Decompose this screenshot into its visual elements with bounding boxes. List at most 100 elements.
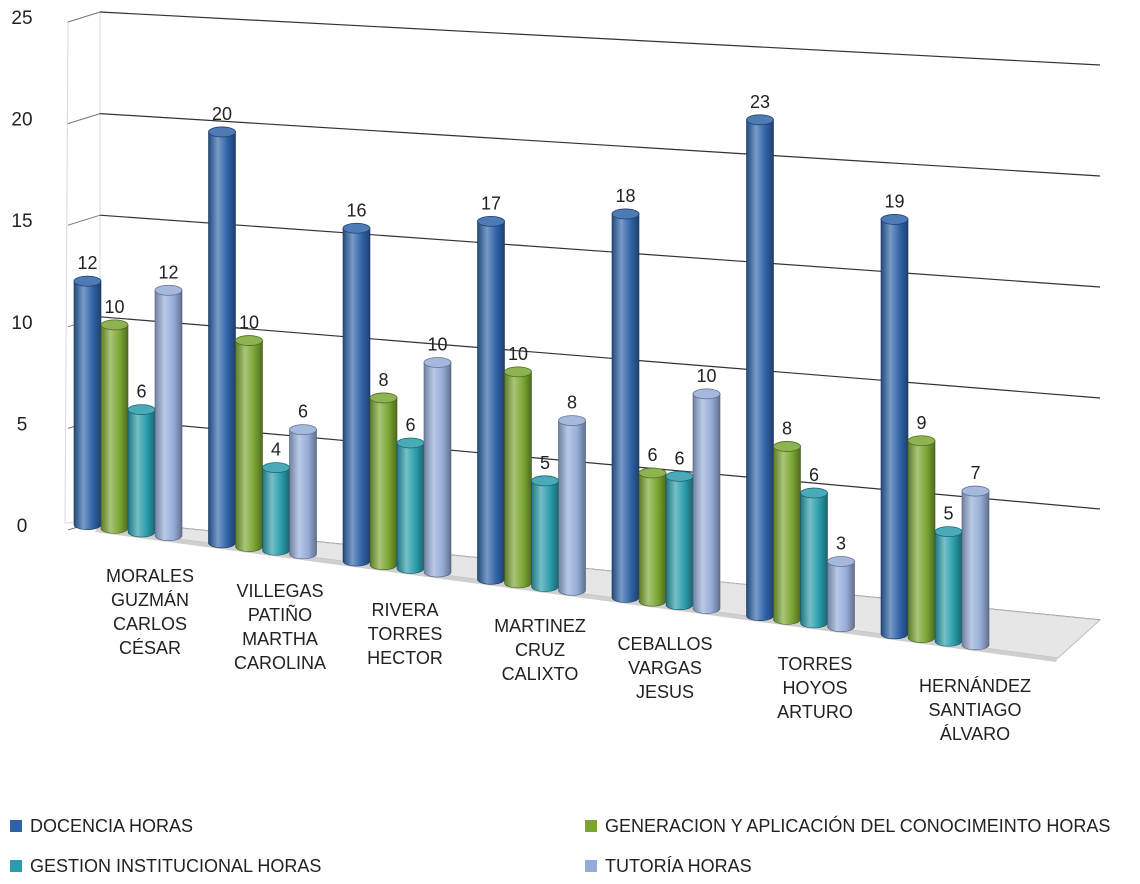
data-label: 10 — [696, 366, 716, 386]
bar-body — [827, 561, 855, 632]
bar — [289, 424, 317, 560]
bar-cap — [100, 319, 129, 331]
bar — [73, 275, 102, 531]
bar-body — [665, 476, 694, 611]
bar-body — [289, 429, 317, 560]
bar — [423, 357, 452, 578]
legend-swatch-docencia — [10, 820, 22, 832]
gridline-25 — [99, 11, 1101, 66]
bar — [880, 214, 909, 640]
bar — [531, 475, 559, 592]
bar-body — [100, 324, 129, 534]
bar — [396, 437, 425, 574]
bar-cap — [692, 388, 721, 400]
bar-cap — [800, 487, 828, 499]
bar — [692, 388, 721, 614]
category-label: RIVERA TORRES HECTOR — [367, 600, 443, 668]
legend: DOCENCIA HORAS GENERACION Y APLICACIÓN D… — [0, 808, 1140, 884]
bar-body — [531, 480, 559, 592]
bar-cap — [827, 556, 855, 567]
bar-body — [934, 531, 963, 647]
bar — [154, 284, 183, 541]
bar-cap — [531, 475, 559, 487]
legend-swatch-tutoria — [585, 860, 597, 872]
gridline-15 — [99, 214, 1101, 288]
bar — [127, 404, 156, 538]
data-label: 7 — [970, 463, 980, 483]
gridline-20 — [99, 113, 1101, 177]
data-label: 3 — [836, 534, 846, 554]
bar-cap — [665, 470, 694, 482]
bar — [235, 335, 263, 552]
bar-cap — [423, 357, 452, 368]
data-label: 4 — [271, 440, 281, 460]
bar-cap — [773, 441, 801, 452]
legend-item-gestion: GESTION INSTITUCIONAL HORAS — [10, 854, 321, 878]
category-label: MARTINEZ CRUZ CALIXTO — [494, 616, 586, 684]
bar — [934, 526, 963, 647]
data-label: 8 — [378, 370, 388, 390]
bar — [262, 462, 290, 556]
bar-body — [369, 397, 398, 571]
category-label: CEBALLOS VARGAS JESUS — [617, 634, 712, 702]
legend-swatch-gestion — [10, 860, 22, 872]
data-label: 9 — [916, 413, 926, 433]
bar — [504, 366, 532, 589]
bar-body — [154, 289, 183, 541]
category-label: HERNÁNDEZ SANTIAGO ÁLVARO — [919, 676, 1031, 744]
bar — [477, 215, 505, 585]
bar-cap — [262, 462, 290, 474]
bar-body — [73, 280, 102, 531]
category-label: TORRES HOYOS ARTURO — [777, 654, 853, 722]
bar — [369, 392, 398, 571]
y-tick-label: 10 — [11, 313, 32, 334]
data-label: 6 — [298, 402, 308, 422]
bar-cap — [127, 404, 156, 416]
category-label: MORALES GUZMÁN CARLOS CÉSAR — [106, 566, 194, 658]
bar-body — [907, 440, 936, 643]
bar-body — [396, 442, 425, 574]
bar-body — [800, 492, 828, 629]
bar-body — [773, 446, 801, 625]
legend-item-tutoria: TUTORÍA HORAS — [585, 854, 752, 878]
data-label: 10 — [508, 344, 528, 364]
bar-cap — [961, 485, 990, 497]
bar-cap — [235, 335, 263, 346]
data-label: 6 — [405, 415, 415, 435]
bar-cap — [504, 366, 532, 378]
bar-cap — [396, 437, 425, 449]
data-label: 6 — [136, 382, 146, 402]
bar-cap — [208, 126, 236, 138]
bar-body — [638, 472, 667, 607]
bar-cap — [73, 275, 102, 287]
bar-body — [262, 467, 290, 556]
bar-body — [208, 131, 236, 549]
data-label: 5 — [943, 504, 953, 524]
data-label: 18 — [615, 186, 635, 206]
bar-body — [880, 219, 909, 640]
y-axis-ticks: 0 5 10 15 20 25 — [11, 8, 32, 537]
legend-item-docencia: DOCENCIA HORAS — [10, 814, 193, 838]
y-tick-label: 25 — [11, 8, 32, 29]
data-label: 12 — [158, 262, 178, 282]
data-label: 19 — [884, 191, 904, 211]
data-label: 6 — [674, 448, 684, 468]
bar — [800, 487, 828, 629]
bar-cap — [154, 284, 183, 296]
bar-body — [746, 119, 774, 621]
data-label: 16 — [346, 200, 366, 220]
bar-body — [342, 227, 371, 567]
bar — [558, 415, 586, 596]
data-label: 8 — [567, 393, 577, 413]
data-label: 8 — [782, 418, 792, 438]
data-label: 10 — [239, 313, 259, 333]
bar-body — [961, 490, 990, 651]
bar-body — [477, 221, 505, 585]
bar — [100, 319, 129, 534]
data-label: 17 — [481, 193, 501, 213]
legend-swatch-generacion — [585, 820, 597, 832]
bar-body — [423, 362, 452, 578]
bar-cap — [880, 214, 909, 225]
